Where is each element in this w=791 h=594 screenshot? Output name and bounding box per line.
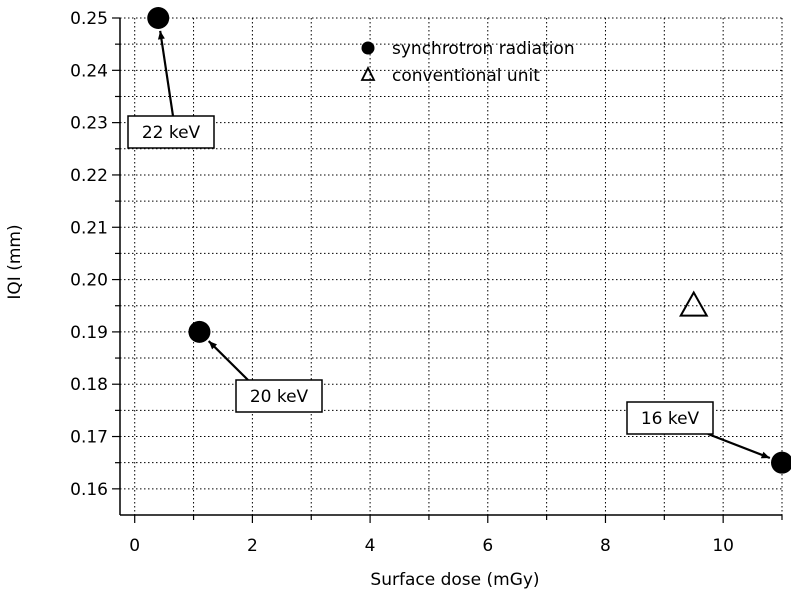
annotation-box <box>235 379 323 413</box>
x-tick-label: 2 <box>247 536 258 556</box>
annotation-arrow <box>707 432 771 460</box>
y-tick-label: 0.25 <box>70 9 108 29</box>
legend: synchrotron radiation conventional unit <box>360 39 575 86</box>
x-tick-label: 8 <box>600 536 611 556</box>
annotations: 22 keV 20 keV 16 keV <box>127 30 771 460</box>
x-tick-label: 0 <box>129 536 140 556</box>
data-point-synchrotron <box>771 451 791 474</box>
y-tick-label: 0.16 <box>70 480 108 500</box>
grid-lines <box>120 17 783 515</box>
x-tick-label: 6 <box>482 536 493 556</box>
y-tick-label: 0.22 <box>70 166 108 186</box>
legend-marker-synchrotron <box>361 41 375 55</box>
data-points <box>147 7 791 474</box>
data-point-conventional <box>679 290 709 317</box>
legend-marker-conventional <box>360 65 376 81</box>
annotation-arrow <box>207 340 249 381</box>
annotation-arrowhead <box>157 30 165 40</box>
data-point-synchrotron <box>188 320 211 343</box>
y-tick-label: 0.23 <box>70 114 108 134</box>
y-tick-label: 0.20 <box>70 271 108 291</box>
y-tick-label: 0.18 <box>70 375 108 395</box>
annotation-label: 16 keV <box>641 409 700 429</box>
legend-label-synchrotron: synchrotron radiation <box>392 39 575 59</box>
annotation-box <box>127 115 215 149</box>
y-tick-label: 0.24 <box>70 61 108 81</box>
y-axis-title: IQI (mm) <box>5 224 25 299</box>
x-tick-label: 4 <box>365 536 376 556</box>
y-tick-label: 0.17 <box>70 428 108 448</box>
annotation-box <box>626 401 714 435</box>
axes <box>112 17 783 523</box>
x-axis-title: Surface dose (mGy) <box>370 570 539 590</box>
tick-labels: 0 2 4 6 8 10 0.16 0.17 0.18 0.19 0.20 0.21 0.22 0.23 0… <box>70 9 734 556</box>
x-tick-label: 10 <box>712 536 734 556</box>
annotation-label: 22 keV <box>142 123 201 143</box>
annotation-arrowhead <box>208 341 218 350</box>
annotation-arrowhead <box>760 451 770 459</box>
y-tick-label: 0.19 <box>70 323 108 343</box>
annotation-arrow <box>159 30 175 117</box>
legend-label-conventional: conventional unit <box>392 66 540 86</box>
y-tick-label: 0.21 <box>70 218 108 238</box>
data-point-synchrotron <box>147 7 170 29</box>
annotation-label: 20 keV <box>250 387 309 407</box>
